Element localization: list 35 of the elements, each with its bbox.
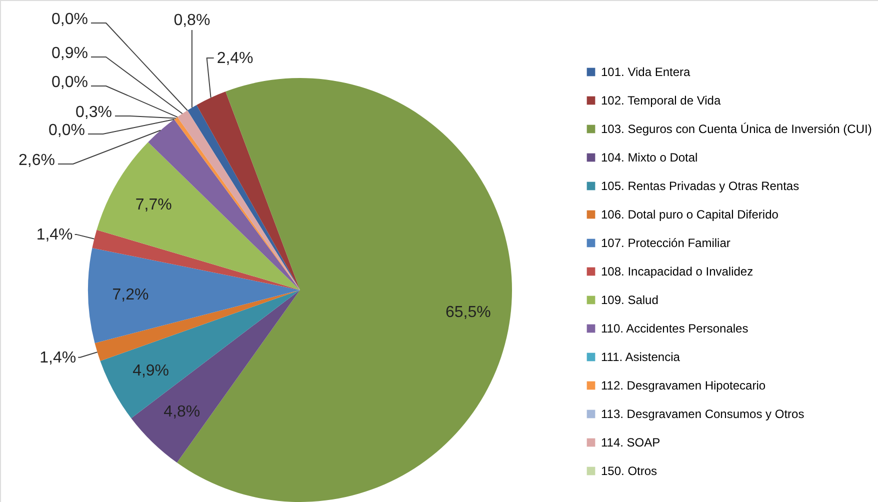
legend-label: 150. Otros [601, 464, 658, 478]
legend-label: 108. Incapacidad o Invalidez [601, 264, 754, 278]
legend-label: 110. Accidentes Personales [601, 322, 748, 336]
legend-label: 107. Protección Familiar [601, 236, 730, 250]
pie-slice [94, 290, 300, 361]
data-label: 4,9% [132, 362, 170, 380]
data-label: 7,7% [135, 196, 172, 214]
pie-slice [96, 142, 300, 290]
data-label: 1,4% [40, 349, 76, 366]
data-label: 0,9% [52, 45, 88, 62]
pie-slice [92, 230, 300, 290]
text: 0,0% [48, 122, 85, 139]
data-label: 0,3% [76, 104, 112, 121]
data-label: 2,6% [18, 152, 55, 169]
legend-label: 112. Desgravamen Hipotecario [601, 378, 766, 392]
legend-label: 109. Salud [601, 293, 658, 307]
data-label: 2,4% [216, 50, 254, 67]
data-label: 1,4% [36, 226, 73, 244]
legend-label: 105. Rentas Privadas y Otras Rentas [601, 179, 800, 193]
data-label: 4,8% [164, 404, 200, 421]
text: 0,0% [52, 11, 88, 28]
data-label: 65,5% [445, 304, 491, 322]
legend-label: 111. Asistencia [601, 350, 680, 364]
legend-label: 102. Temporal de Vida [601, 94, 721, 108]
pie-slice [100, 290, 300, 418]
data-label: 0,8% [174, 12, 210, 29]
legend-label: 101. Vida Entera [601, 65, 691, 79]
text: 0,0% [52, 74, 88, 91]
legend-label: 103. Seguros con Cuenta Única de Inversión (CUI) [601, 122, 872, 136]
data-label: 7,2% [112, 286, 149, 304]
pie-slice [88, 248, 300, 344]
legend-label: 114. SOAP [601, 436, 660, 450]
legend-label: 113. Desgravamen Consumos y Otros [601, 407, 804, 421]
legend-label: 104. Mixto o Dotal [601, 150, 698, 164]
legend-label: 106. Dotal puro o Capital Diferido [601, 208, 779, 222]
